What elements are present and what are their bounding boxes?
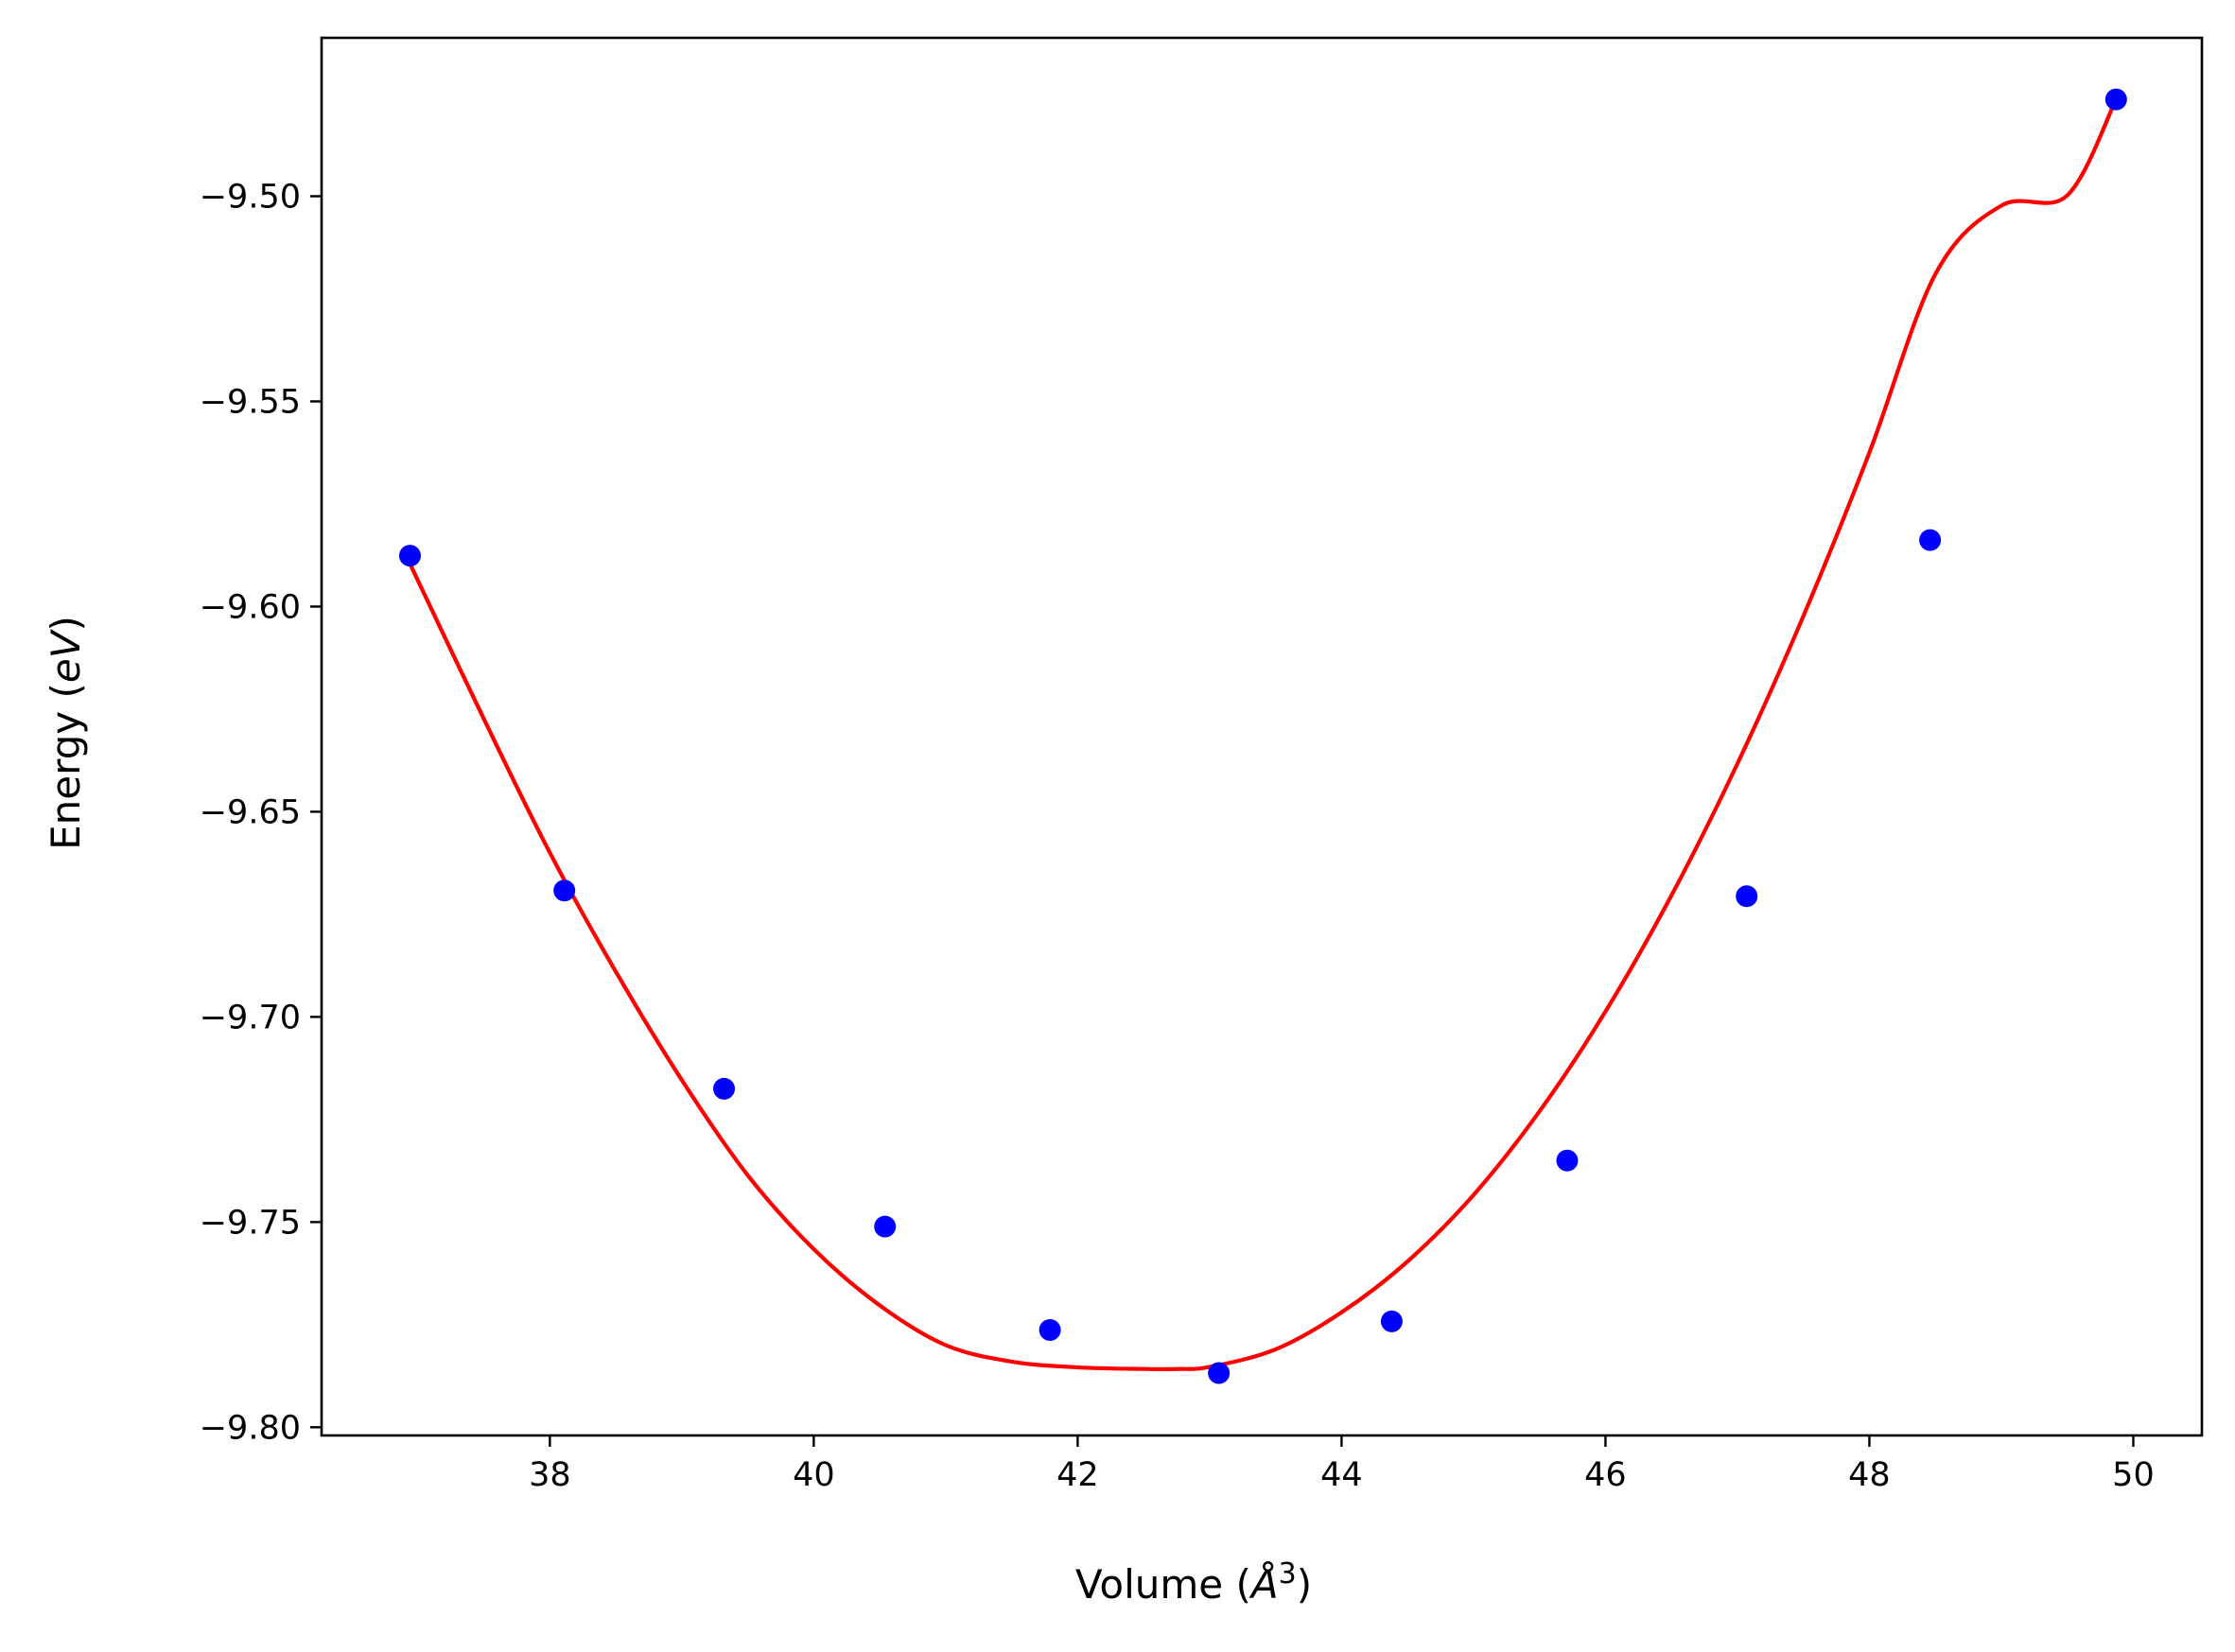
y-tick-label: −9.60 xyxy=(200,588,301,626)
y-tick-label: −9.75 xyxy=(200,1204,301,1242)
plot-area xyxy=(398,88,2127,1384)
x-tick-label: 40 xyxy=(793,1456,835,1494)
x-tick-label: 38 xyxy=(529,1456,571,1494)
x-axis-label-prefix: Volume ( xyxy=(1075,1561,1251,1608)
data-point xyxy=(1919,529,1942,551)
x-tick-label: 46 xyxy=(1584,1456,1627,1494)
y-tick-label: −9.80 xyxy=(200,1409,301,1447)
x-axis-label: Volume (Å3) xyxy=(1075,1557,1312,1608)
x-tick-label: 48 xyxy=(1848,1456,1891,1494)
x-tick-label: 42 xyxy=(1056,1456,1099,1494)
fit-curve-line xyxy=(408,97,2119,1372)
x-axis: 38 40 42 44 46 48 50 xyxy=(529,1435,2155,1494)
data-point xyxy=(553,879,576,902)
data-point xyxy=(713,1077,736,1100)
x-axis-label-superscript: 3 xyxy=(1279,1557,1297,1591)
y-axis: −9.50 −9.55 −9.60 −9.65 −9.70 −9.75 −9.80 xyxy=(200,179,322,1447)
data-point xyxy=(1208,1362,1231,1384)
y-tick-label: −9.55 xyxy=(200,383,301,421)
x-axis-label-suffix: ) xyxy=(1297,1561,1312,1608)
y-tick-label: −9.50 xyxy=(200,179,301,217)
y-tick-label: −9.65 xyxy=(200,793,301,831)
data-point xyxy=(1039,1318,1061,1341)
axes-frame xyxy=(320,36,2204,1437)
data-point xyxy=(1556,1149,1579,1172)
x-tick-label: 50 xyxy=(2112,1456,2155,1494)
x-tick-label: 44 xyxy=(1320,1456,1363,1494)
y-axis-label-prefix: Energy ( xyxy=(43,683,89,850)
y-axis-label-italic: eV xyxy=(43,628,89,683)
data-point xyxy=(2104,88,2127,111)
data-point xyxy=(398,545,421,567)
y-axis-label: Energy (eV) xyxy=(43,616,89,850)
y-axis-label-suffix: ) xyxy=(43,616,89,631)
y-tick-label: −9.70 xyxy=(200,999,301,1036)
data-point xyxy=(1380,1310,1403,1332)
data-point xyxy=(1736,885,1758,908)
x-axis-label-symbol: Å xyxy=(1248,1560,1279,1608)
data-point xyxy=(874,1215,897,1238)
